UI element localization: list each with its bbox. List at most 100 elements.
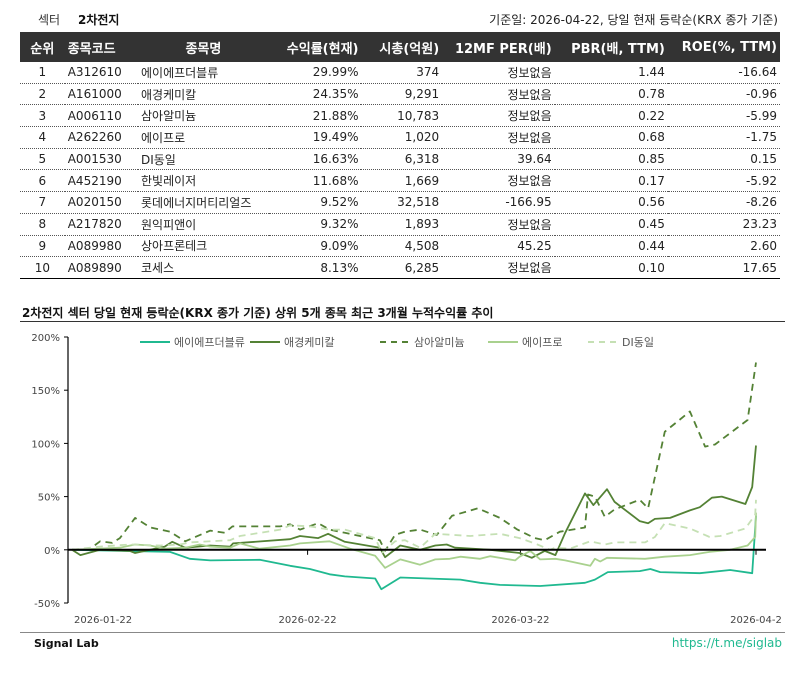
market-cap-cell: 4,508 bbox=[361, 235, 443, 258]
stock-name-cell: 에이에프더블류 bbox=[137, 62, 269, 84]
per-cell: 정보없음 bbox=[442, 83, 555, 106]
y-tick-label: 50% bbox=[38, 493, 60, 504]
return-cell: 21.88% bbox=[268, 104, 362, 128]
market-cap-cell: 32,518 bbox=[361, 191, 443, 214]
rank-cell: 7 bbox=[20, 191, 65, 214]
y-tick-label: -50% bbox=[34, 599, 60, 610]
code-cell: A001530 bbox=[64, 148, 138, 171]
stock-name-cell: DI동일 bbox=[137, 148, 269, 171]
per-cell: 정보없음 bbox=[442, 256, 555, 279]
table-row: 9 A089980 상아프론테크 9.09% 4,508 45.25 0.44 2.60 bbox=[20, 235, 780, 258]
footer-divider bbox=[20, 632, 785, 633]
code-cell: A006110 bbox=[64, 104, 138, 128]
per-cell: 45.25 bbox=[442, 235, 555, 258]
return-cell: 24.35% bbox=[268, 83, 362, 106]
column-header: 12MF PER(배) bbox=[442, 32, 555, 62]
pbr-cell: 0.17 bbox=[554, 169, 668, 193]
roe-cell: -5.99 bbox=[667, 104, 780, 128]
code-cell: A161000 bbox=[64, 83, 138, 106]
rank-cell: 2 bbox=[20, 83, 65, 106]
return-cell: 8.13% bbox=[268, 256, 362, 279]
series-line-4 bbox=[71, 512, 757, 569]
market-cap-cell: 1,669 bbox=[361, 169, 443, 193]
cumulative-return-chart: -50% 0% 50% 100% 150% 200% 2026-01-22 2026-02-2… bbox=[31, 333, 782, 626]
pbr-cell: 0.85 bbox=[554, 148, 668, 171]
market-cap-cell: 9,291 bbox=[361, 83, 443, 106]
column-header: 시총(억원) bbox=[361, 32, 443, 62]
market-cap-cell: 374 bbox=[361, 62, 443, 84]
table-row: 6 A452190 한빛레이저 11.68% 1,669 정보없음 0.17 -5.92 bbox=[20, 169, 780, 193]
legend-label: 삼아알미늄 bbox=[414, 335, 465, 349]
stock-name-cell: 코세스 bbox=[137, 256, 269, 279]
return-cell: 19.49% bbox=[268, 126, 362, 149]
table-row: 5 A001530 DI동일 16.63% 6,318 39.64 0.85 0.15 bbox=[20, 148, 780, 171]
chart-title: 2차전지 섹터 당일 현재 등락순(KRX 종가 기준) 상위 5개 종목 최근… bbox=[22, 306, 494, 320]
roe-cell: -5.92 bbox=[667, 169, 780, 193]
return-cell: 9.32% bbox=[268, 213, 362, 236]
legend-label: 애경케미칼 bbox=[284, 336, 335, 349]
title-divider bbox=[20, 321, 785, 322]
code-cell: A452190 bbox=[64, 169, 138, 193]
legend-label: DI동일 bbox=[622, 335, 654, 349]
series-line-5 bbox=[71, 499, 757, 554]
sector-label: 섹터 bbox=[38, 13, 61, 27]
code-cell: A020150 bbox=[64, 191, 138, 214]
rank-cell: 6 bbox=[20, 169, 65, 193]
rank-cell: 9 bbox=[20, 235, 65, 258]
series-line-3 bbox=[71, 362, 757, 552]
brand-name: Signal Lab bbox=[34, 637, 99, 650]
stock-name-cell: 롯데에너지머티리얼즈 bbox=[137, 191, 269, 214]
return-cell: 11.68% bbox=[268, 169, 362, 193]
legend-label: 에이에프더블류 bbox=[174, 336, 245, 349]
pbr-cell: 0.56 bbox=[554, 191, 668, 214]
rank-cell: 8 bbox=[20, 213, 65, 236]
stock-name-cell: 상아프론테크 bbox=[137, 235, 269, 258]
pbr-cell: 0.10 bbox=[554, 256, 668, 279]
pbr-cell: 0.45 bbox=[554, 213, 668, 236]
table-row: 10 A089890 코세스 8.13% 6,285 정보없음 0.10 17.65 bbox=[20, 256, 780, 279]
y-tick-label: 0% bbox=[44, 546, 60, 557]
sector-value: 2차전지 bbox=[78, 13, 120, 27]
table-header: 순위 종목코드 종목명 수익률(현재) 시총(억원) 12MF PER(배) PBR(배, … bbox=[20, 32, 780, 62]
per-cell: -166.95 bbox=[442, 191, 555, 214]
column-header: ROE(%, TTM) bbox=[667, 32, 780, 62]
column-header: 순위 bbox=[20, 32, 65, 62]
table-body: 1 A312610 에이에프더블류 29.99% 374 정보없음 1.44 -16.64 2 A… bbox=[20, 62, 780, 279]
y-tick-label: 200% bbox=[31, 333, 60, 344]
x-tick-label: 2026-04-2 bbox=[730, 615, 782, 626]
pbr-cell: 0.68 bbox=[554, 126, 668, 149]
rank-cell: 1 bbox=[20, 62, 65, 84]
x-tick-label: 2026-01-22 bbox=[74, 615, 132, 626]
pbr-cell: 1.44 bbox=[554, 62, 668, 84]
roe-cell: 0.15 bbox=[667, 148, 780, 171]
stock-name-cell: 애경케미칼 bbox=[137, 83, 269, 106]
rank-cell: 5 bbox=[20, 148, 65, 171]
telegram-link[interactable]: https://t.me/siglab bbox=[671, 636, 782, 650]
roe-cell: -1.75 bbox=[667, 126, 780, 149]
market-cap-cell: 1,020 bbox=[361, 126, 443, 149]
pbr-cell: 0.78 bbox=[554, 83, 668, 106]
per-cell: 정보없음 bbox=[442, 104, 555, 128]
pbr-cell: 0.44 bbox=[554, 235, 668, 258]
return-cell: 29.99% bbox=[268, 62, 362, 84]
code-cell: A089890 bbox=[64, 256, 138, 279]
column-header: 종목명 bbox=[137, 32, 269, 62]
roe-cell: 23.23 bbox=[667, 213, 780, 236]
x-tick-label: 2026-03-22 bbox=[491, 615, 549, 626]
table-row: 3 A006110 삼아알미늄 21.88% 10,783 정보없음 0.22 -5.99 bbox=[20, 104, 780, 128]
per-cell: 정보없음 bbox=[442, 126, 555, 149]
per-cell: 39.64 bbox=[442, 148, 555, 171]
y-tick-label: 150% bbox=[31, 386, 60, 397]
basis-date-note: 기준일: 2026-04-22, 당일 현재 등락순(KRX 종가 기준) bbox=[489, 13, 778, 27]
series-line-1 bbox=[71, 515, 757, 591]
table-row: 2 A161000 애경케미칼 24.35% 9,291 정보없음 0.78 -0.96 bbox=[20, 83, 780, 106]
stock-name-cell: 한빛레이저 bbox=[137, 169, 269, 193]
roe-cell: 17.65 bbox=[667, 256, 780, 279]
table-row: 7 A020150 롯데에너지머티리얼즈 9.52% 32,518 -166.95 0.56… bbox=[20, 191, 780, 214]
return-cell: 16.63% bbox=[268, 148, 362, 171]
stock-name-cell: 에이프로 bbox=[137, 126, 269, 149]
per-cell: 정보없음 bbox=[442, 213, 555, 236]
roe-cell: -0.96 bbox=[667, 83, 780, 106]
code-cell: A262260 bbox=[64, 126, 138, 149]
